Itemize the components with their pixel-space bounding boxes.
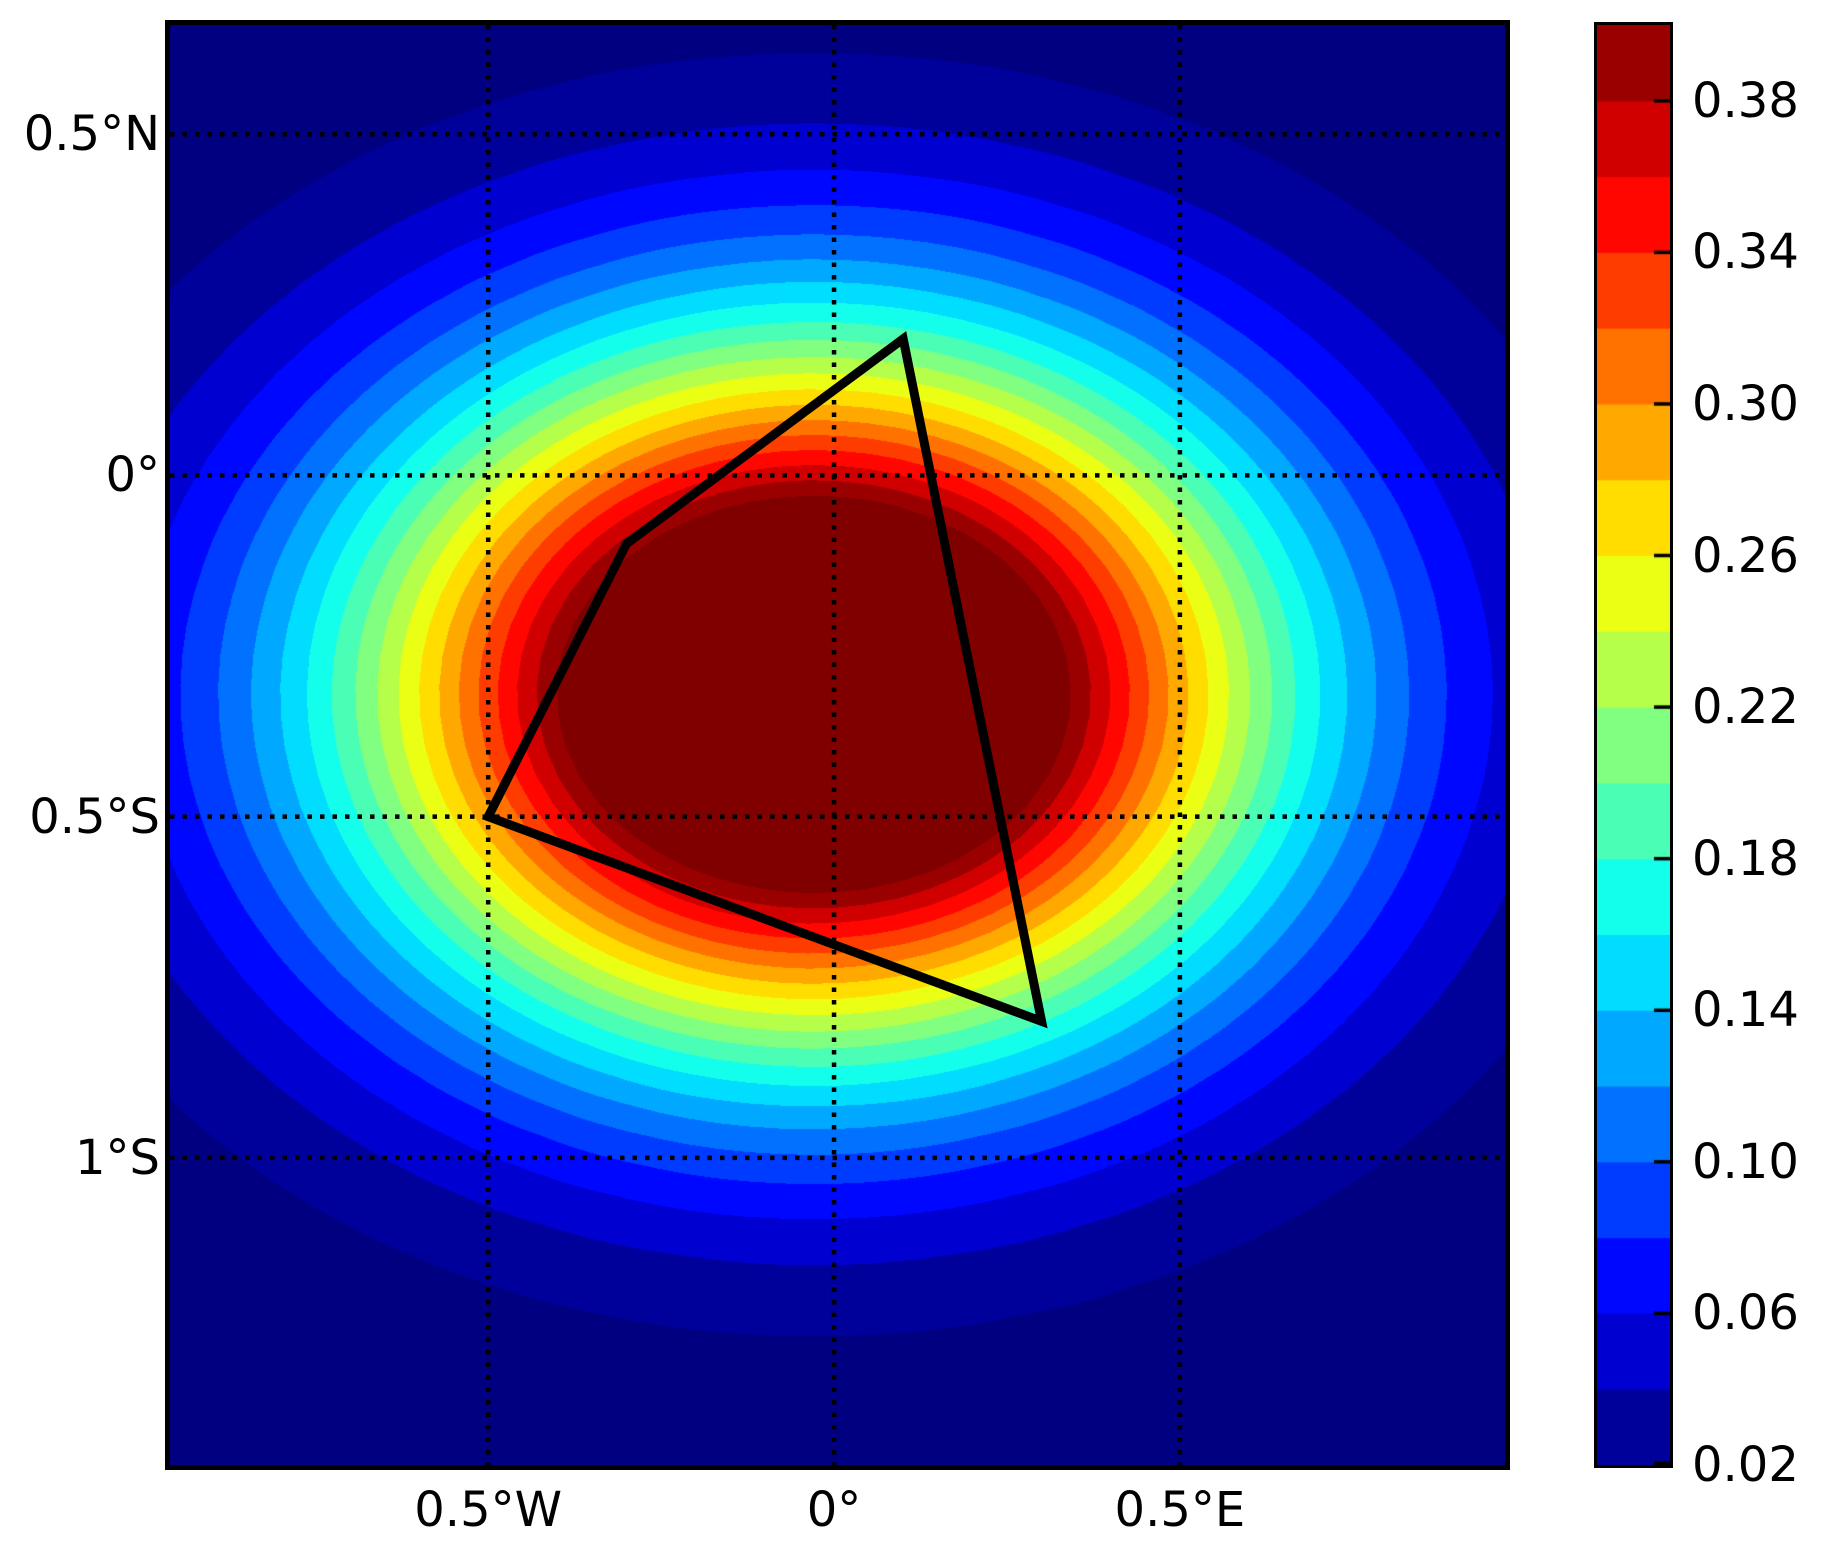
cb-tick-label-010: 0.10 — [1692, 1133, 1799, 1190]
x-tick-label-0: 0° — [806, 1482, 862, 1538]
cb-tick-label-006: 0.06 — [1692, 1285, 1799, 1342]
cb-tick-label-026: 0.26 — [1692, 527, 1799, 584]
cb-tick-label-018: 0.18 — [1692, 830, 1799, 887]
y-tick-label-05s: 0.5°S — [29, 788, 160, 845]
y-tick-label-0: 0° — [105, 447, 160, 504]
cb-tick-label-002: 0.02 — [1692, 1437, 1799, 1493]
cb-tick-label-014: 0.14 — [1692, 982, 1799, 1039]
y-tick-label-1s: 1°S — [74, 1129, 160, 1186]
colorbar-canvas — [1597, 25, 1670, 1465]
region-outline-polygon — [481, 331, 1048, 1029]
colorbar — [1594, 22, 1673, 1468]
contour-field-canvas — [170, 25, 1505, 1465]
plot-overlay — [170, 25, 1505, 1465]
x-tick-label-05e: 0.5°E — [1114, 1482, 1246, 1538]
cb-tick-label-030: 0.30 — [1692, 375, 1799, 432]
x-tick-label-05w: 0.5°W — [414, 1482, 563, 1538]
plot-area — [165, 20, 1510, 1470]
cb-tick-label-038: 0.38 — [1692, 72, 1799, 129]
y-tick-label-05n: 0.5°N — [23, 106, 160, 163]
cb-tick-label-034: 0.34 — [1692, 224, 1799, 281]
cb-tick-label-022: 0.22 — [1692, 679, 1799, 736]
